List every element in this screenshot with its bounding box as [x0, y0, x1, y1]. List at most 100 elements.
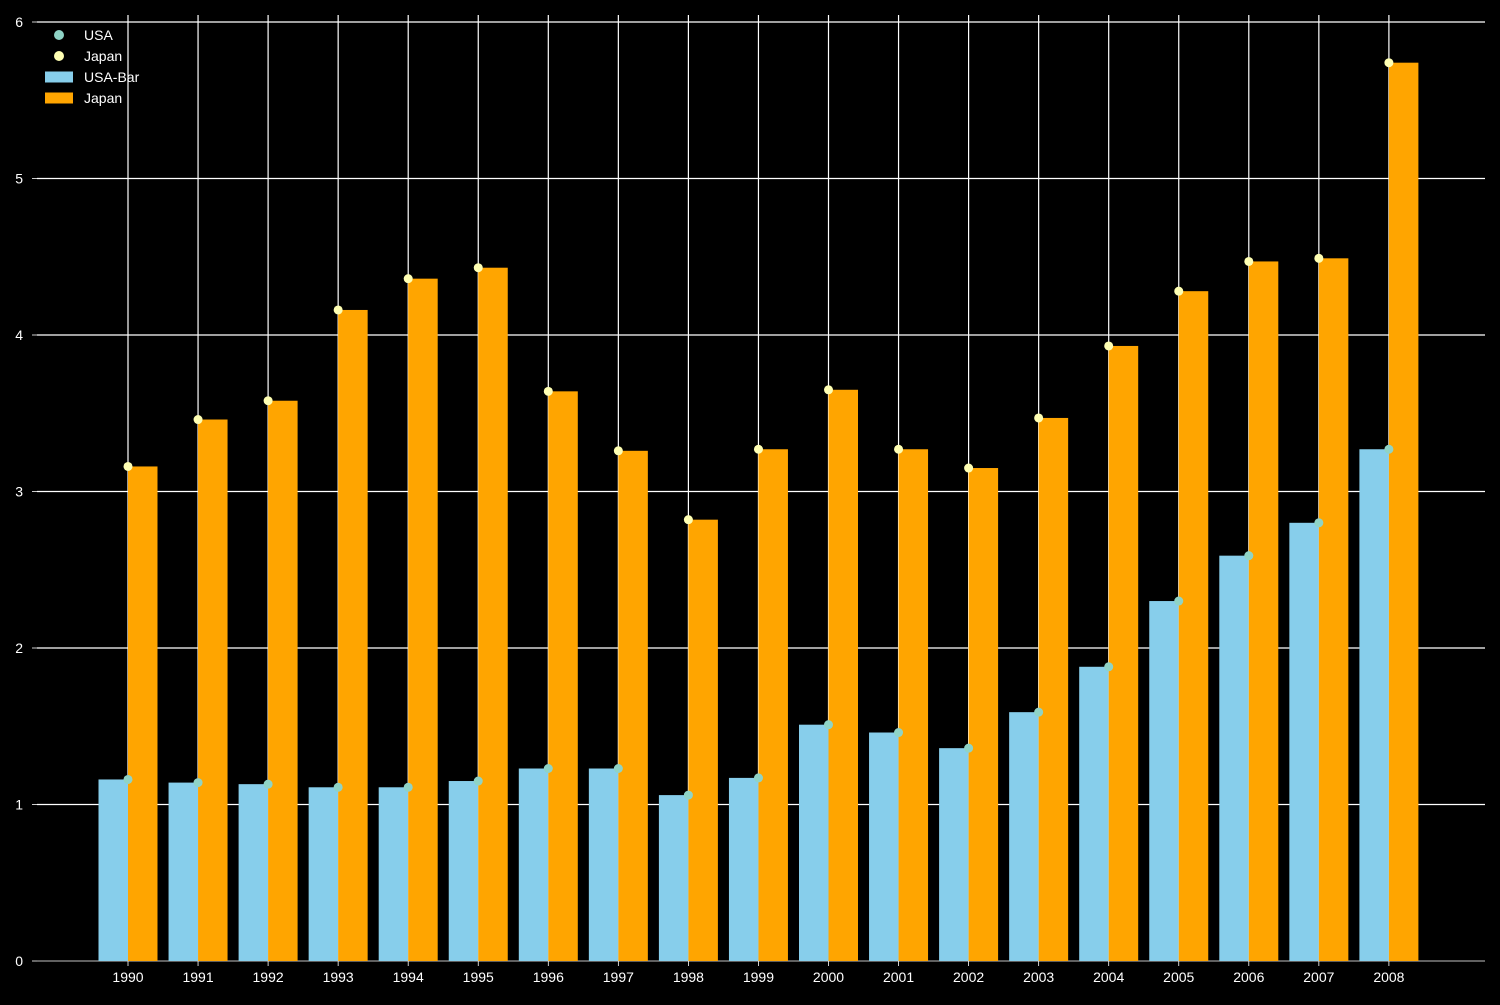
usa-bar — [1149, 601, 1179, 961]
japan-point — [263, 396, 273, 406]
usa-point — [824, 720, 833, 730]
usa-point — [1034, 707, 1044, 717]
japan-bar — [198, 419, 228, 961]
x-tick-label: 2002 — [953, 969, 984, 985]
usa-point — [1104, 662, 1114, 672]
japan-point — [1244, 256, 1254, 266]
japan-bar — [338, 309, 368, 962]
japan-point — [1314, 253, 1324, 263]
usa-bar — [728, 777, 759, 961]
japan-bar — [1108, 345, 1139, 962]
usa-bar — [939, 748, 969, 961]
japan-point — [403, 274, 413, 284]
japan-bar — [1248, 261, 1279, 961]
usa-point — [403, 782, 413, 792]
points-layer — [123, 58, 1394, 800]
y-tick-label: 4 — [15, 327, 23, 343]
x-tick-label: 1993 — [323, 969, 354, 985]
x-tick-label: 1998 — [673, 969, 704, 985]
usa-bar — [238, 784, 269, 961]
japan-point — [333, 305, 343, 315]
usa-point — [753, 773, 763, 783]
japan-point — [683, 515, 693, 525]
usa-point — [473, 776, 483, 786]
usa-bar — [308, 787, 339, 961]
x-tick-label: 2004 — [1093, 969, 1124, 985]
usa-point — [964, 743, 974, 753]
usa-bar — [588, 768, 619, 961]
axes-layer: 0 1 2 3 4 5 6 1990 1991 1992 1993 1994 1995 1996 1997 1… — [15, 14, 1404, 985]
japan-point — [193, 415, 203, 425]
legend-label: USA — [84, 27, 113, 43]
usa-point — [1244, 551, 1254, 561]
japan-point — [964, 463, 974, 473]
legend-marker-rect — [45, 92, 73, 104]
japan-bar — [128, 466, 158, 961]
legend-marker-rect — [45, 71, 73, 83]
x-tick-label: 2000 — [813, 969, 844, 985]
x-tick-label: 1996 — [533, 969, 564, 985]
usa-point — [543, 764, 553, 774]
japan-bar — [408, 278, 438, 961]
legend-label: Japan — [84, 48, 122, 64]
usa-bar — [1009, 712, 1039, 961]
legend-label: Japan — [84, 90, 122, 106]
japan-bar — [898, 449, 929, 961]
japan-point — [824, 385, 833, 395]
usa-point — [683, 790, 693, 800]
japan-bar — [268, 400, 298, 962]
japan-point — [543, 386, 553, 396]
usa-point — [1314, 518, 1324, 528]
x-tick-label: 1999 — [743, 969, 774, 985]
usa-point — [1384, 444, 1394, 454]
japan-point — [894, 444, 904, 454]
legend-marker-circle — [54, 30, 64, 40]
x-tick-label: 1991 — [182, 969, 213, 985]
usa-bar — [1219, 555, 1249, 961]
japan-bar — [548, 391, 578, 962]
japan-bar — [828, 389, 858, 961]
y-tick-label: 2 — [15, 640, 23, 656]
japan-bar — [968, 468, 999, 961]
x-tick-label: 1997 — [603, 969, 634, 985]
usa-bar — [799, 724, 829, 961]
japan-bar — [688, 519, 718, 961]
usa-bar — [1289, 522, 1319, 961]
usa-bar — [1079, 666, 1109, 961]
japan-bar — [618, 450, 648, 961]
japan-point — [753, 444, 763, 454]
japan-bar — [1038, 417, 1069, 961]
japan-bar — [1318, 258, 1349, 961]
y-tick-label: 1 — [15, 797, 23, 813]
usa-point — [193, 778, 203, 788]
x-tick-label: 2007 — [1303, 969, 1334, 985]
x-tick-label: 1990 — [112, 969, 143, 985]
japan-bar — [758, 449, 788, 961]
x-tick-label: 1994 — [393, 969, 424, 985]
usa-point — [894, 728, 904, 738]
japan-point — [1384, 58, 1394, 68]
usa-bar — [448, 781, 479, 961]
usa-bar — [518, 768, 549, 961]
legend-label: USA-Bar — [84, 69, 140, 85]
legend: USA Japan USA-Bar Japan — [45, 27, 140, 106]
x-tick-label: 2001 — [883, 969, 914, 985]
x-tick-label: 2006 — [1233, 969, 1264, 985]
usa-point — [333, 782, 343, 792]
usa-bar — [658, 795, 689, 961]
japan-point — [473, 263, 483, 273]
japan-point — [123, 461, 133, 471]
usa-point — [613, 764, 623, 774]
japan-point — [1104, 341, 1114, 351]
usa-point — [1174, 596, 1184, 606]
x-tick-label: 1995 — [463, 969, 494, 985]
y-tick-label: 6 — [15, 14, 23, 30]
usa-point — [263, 779, 273, 789]
japan-bar — [1178, 291, 1209, 961]
x-tick-label: 1992 — [253, 969, 284, 985]
bars-layer — [98, 62, 1419, 962]
usa-bar — [98, 779, 128, 961]
usa-bar — [1359, 449, 1389, 961]
x-tick-label: 2008 — [1373, 969, 1404, 985]
